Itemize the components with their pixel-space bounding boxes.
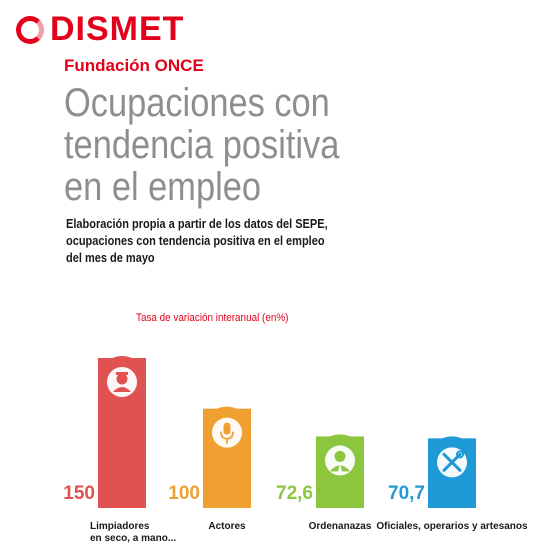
page-subtitle: Elaboración propia a partir de los datos… bbox=[66, 216, 436, 267]
page-title: Ocupaciones con tendencia positiva en el… bbox=[64, 82, 442, 208]
subtitle-line: del mes de mayo bbox=[66, 251, 155, 265]
subtitle-line: Elaboración propia a partir de los datos… bbox=[66, 217, 328, 231]
bar-group: 100 Actores bbox=[168, 406, 251, 532]
value-label: 70,7 bbox=[388, 483, 425, 504]
subtitle-line: ocupaciones con tendencia positiva en el… bbox=[66, 234, 325, 248]
title-line: Ocupaciones con bbox=[64, 81, 330, 125]
category-label: Actores bbox=[208, 521, 246, 532]
title-line: tendencia positiva bbox=[64, 123, 340, 167]
category-label: Limpiadores bbox=[90, 521, 150, 532]
category-label: en seco, a mano... bbox=[90, 533, 176, 544]
microphone-icon bbox=[220, 422, 234, 444]
category-label: Ordenanazas bbox=[309, 521, 372, 532]
tools-icon bbox=[442, 450, 464, 472]
title-line: en el empleo bbox=[64, 165, 261, 209]
bar-group: 70,7 Oficiales, operarios y artesanos bbox=[376, 436, 528, 532]
worker-icon bbox=[113, 372, 131, 392]
clerk-icon bbox=[330, 450, 350, 472]
logo-subtitle: Fundación ONCE bbox=[64, 56, 204, 75]
category-label: Oficiales, operarios y artesanos bbox=[376, 521, 528, 532]
logo-ring-icon bbox=[16, 16, 44, 44]
bar-group: 72,6 Ordenanazas bbox=[276, 434, 372, 532]
logo-text: DISMET bbox=[50, 10, 185, 48]
value-label: 150 bbox=[63, 483, 95, 504]
value-label: 100 bbox=[168, 483, 200, 504]
value-label: 72,6 bbox=[276, 483, 313, 504]
chart-title: Tasa de variación interanual (en%) bbox=[136, 312, 289, 324]
